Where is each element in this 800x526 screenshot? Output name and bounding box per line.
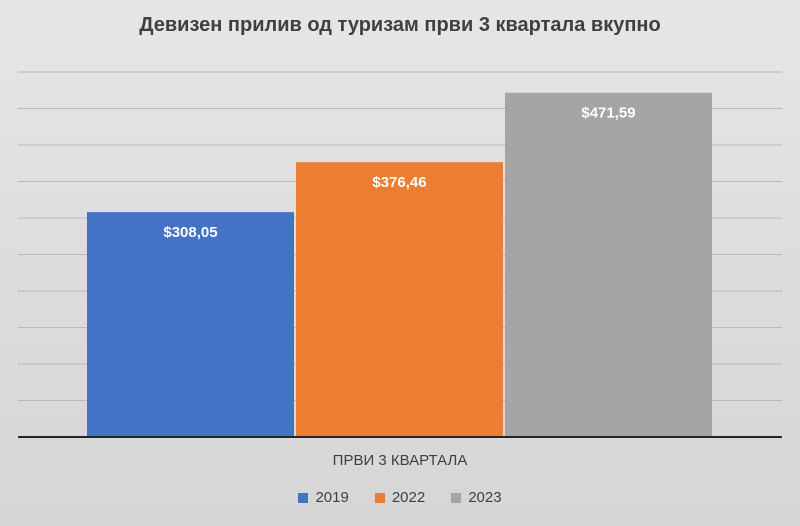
legend-swatch-2019 xyxy=(298,492,309,503)
legend-entry-2023: 2023 xyxy=(451,489,502,506)
data-labels: $308,05 $376,46 $471,59 xyxy=(163,105,635,241)
legend-label-2019: 2019 xyxy=(315,489,349,506)
bars xyxy=(87,92,712,437)
legend-entry-2019: 2019 xyxy=(298,489,349,506)
legend-label-2022: 2022 xyxy=(391,489,426,506)
data-label-2022: $376,46 xyxy=(372,174,426,191)
data-label-2019: $308,05 xyxy=(163,224,217,241)
bar-2019 xyxy=(87,212,294,437)
x-category-label: ПРВИ 3 КВАРТАЛА xyxy=(332,452,468,469)
legend-swatch-2023 xyxy=(451,492,462,503)
chart-title: Девизен прилив од туризам први 3 квартал… xyxy=(139,14,661,36)
legend-swatch-2022 xyxy=(374,492,385,503)
bar-2022 xyxy=(296,162,503,437)
bar-2023 xyxy=(505,92,712,437)
data-label-2023: $471,59 xyxy=(581,105,635,122)
legend-label-2023: 2023 xyxy=(468,489,502,506)
legend-entry-2022: 2022 xyxy=(374,489,426,506)
legend: 2019 2022 2023 xyxy=(0,489,800,506)
